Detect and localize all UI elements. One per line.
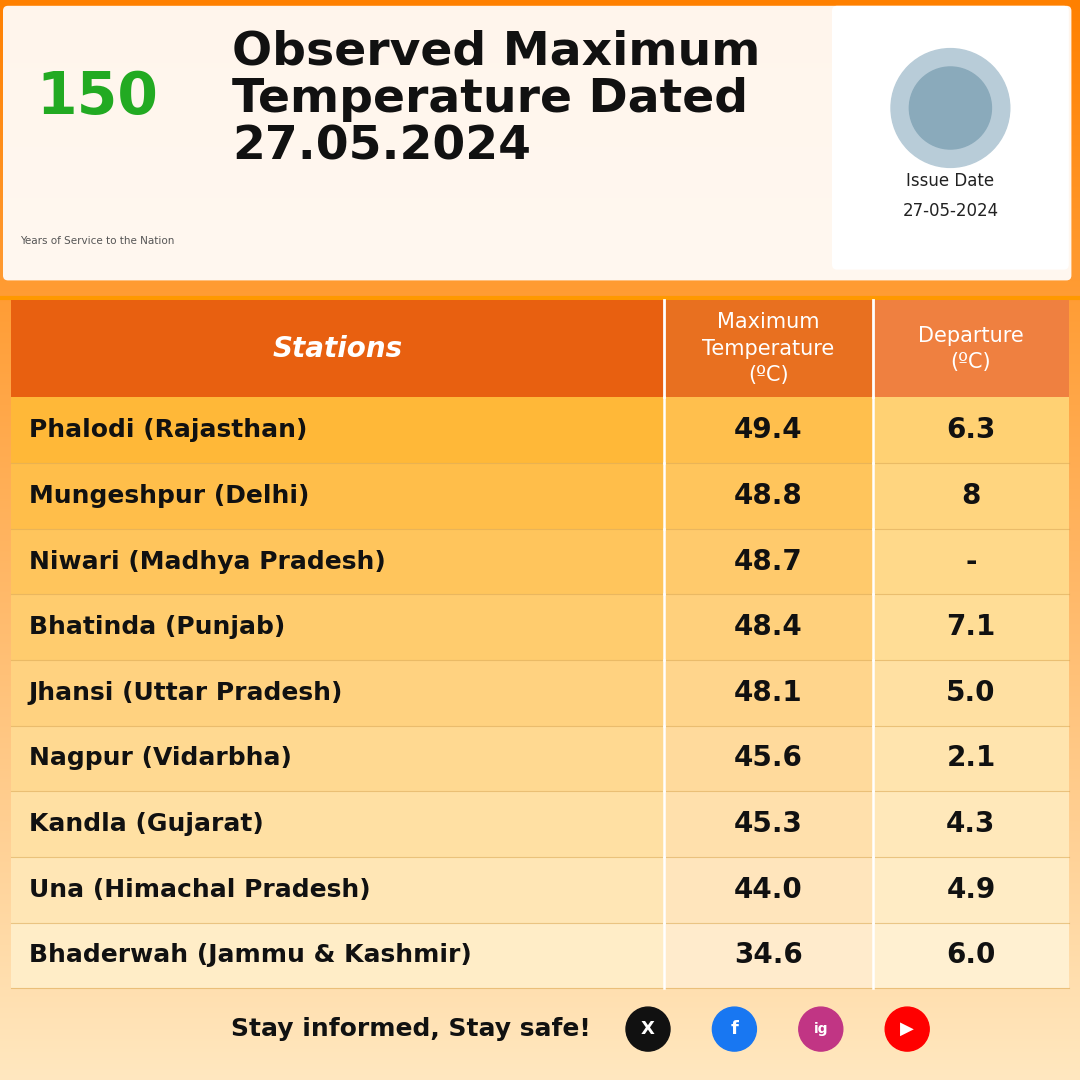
Text: 4.3: 4.3 bbox=[946, 810, 996, 838]
Bar bbox=[11, 726, 664, 792]
Text: 48.7: 48.7 bbox=[734, 548, 802, 576]
Bar bbox=[11, 660, 664, 726]
Bar bbox=[11, 397, 664, 463]
Text: 150: 150 bbox=[37, 69, 158, 125]
Bar bbox=[11, 300, 664, 397]
Bar bbox=[664, 660, 873, 726]
Bar bbox=[11, 856, 664, 922]
Bar bbox=[873, 726, 1069, 792]
Bar bbox=[873, 300, 1069, 397]
Text: 45.3: 45.3 bbox=[734, 810, 802, 838]
Text: Observed Maximum: Observed Maximum bbox=[232, 29, 760, 75]
Text: Bhaderwah (Jammu & Kashmir): Bhaderwah (Jammu & Kashmir) bbox=[29, 944, 472, 968]
Text: 48.4: 48.4 bbox=[734, 613, 802, 642]
Bar bbox=[664, 300, 873, 397]
Bar bbox=[873, 856, 1069, 922]
Bar bbox=[664, 856, 873, 922]
Bar bbox=[873, 660, 1069, 726]
Text: Kandla (Gujarat): Kandla (Gujarat) bbox=[29, 812, 264, 836]
Bar bbox=[664, 463, 873, 529]
Text: Maximum
Temperature
(ºC): Maximum Temperature (ºC) bbox=[702, 312, 835, 386]
Text: 49.4: 49.4 bbox=[734, 416, 802, 444]
Circle shape bbox=[909, 67, 991, 149]
Text: -: - bbox=[966, 548, 976, 576]
Bar bbox=[664, 726, 873, 792]
Bar bbox=[11, 529, 664, 594]
Text: ▶: ▶ bbox=[901, 1021, 914, 1038]
Text: Temperature Dated: Temperature Dated bbox=[232, 77, 748, 122]
Bar bbox=[873, 594, 1069, 660]
Bar bbox=[873, 922, 1069, 988]
Text: Stay informed, Stay safe!: Stay informed, Stay safe! bbox=[230, 1017, 591, 1041]
Bar bbox=[664, 792, 873, 856]
Text: ig: ig bbox=[813, 1022, 828, 1036]
Text: Issue Date: Issue Date bbox=[906, 173, 995, 190]
Text: Nagpur (Vidarbha): Nagpur (Vidarbha) bbox=[29, 746, 292, 770]
Bar bbox=[873, 397, 1069, 463]
Bar bbox=[11, 463, 664, 529]
Text: 6.3: 6.3 bbox=[946, 416, 996, 444]
Text: X: X bbox=[642, 1021, 654, 1038]
Bar bbox=[873, 463, 1069, 529]
Text: 8: 8 bbox=[961, 482, 981, 510]
Text: 5.0: 5.0 bbox=[946, 679, 996, 706]
Bar bbox=[873, 792, 1069, 856]
Text: Niwari (Madhya Pradesh): Niwari (Madhya Pradesh) bbox=[29, 550, 386, 573]
Bar bbox=[664, 397, 873, 463]
Text: f: f bbox=[730, 1021, 739, 1038]
Text: 2.1: 2.1 bbox=[946, 744, 996, 772]
FancyBboxPatch shape bbox=[832, 5, 1069, 270]
Text: Departure
(ºC): Departure (ºC) bbox=[918, 326, 1024, 372]
Text: Una (Himachal Pradesh): Una (Himachal Pradesh) bbox=[29, 878, 370, 902]
Bar bbox=[664, 594, 873, 660]
Text: 27-05-2024: 27-05-2024 bbox=[902, 202, 999, 219]
Text: 27.05.2024: 27.05.2024 bbox=[232, 124, 531, 170]
Text: 45.6: 45.6 bbox=[734, 744, 802, 772]
Text: Mungeshpur (Delhi): Mungeshpur (Delhi) bbox=[29, 484, 309, 508]
Text: Jhansi (Uttar Pradesh): Jhansi (Uttar Pradesh) bbox=[29, 680, 343, 705]
Bar bbox=[11, 922, 664, 988]
Text: Stations: Stations bbox=[272, 335, 403, 363]
Text: 34.6: 34.6 bbox=[734, 942, 802, 970]
Circle shape bbox=[886, 1007, 929, 1051]
Bar bbox=[11, 594, 664, 660]
FancyBboxPatch shape bbox=[3, 5, 1071, 281]
Bar bbox=[873, 529, 1069, 594]
Bar bbox=[11, 792, 664, 856]
Circle shape bbox=[713, 1007, 756, 1051]
Text: 6.0: 6.0 bbox=[946, 942, 996, 970]
Bar bbox=[664, 529, 873, 594]
Text: 48.1: 48.1 bbox=[734, 679, 802, 706]
Bar bbox=[664, 922, 873, 988]
Text: 4.9: 4.9 bbox=[946, 876, 996, 904]
Circle shape bbox=[626, 1007, 670, 1051]
Text: 44.0: 44.0 bbox=[734, 876, 802, 904]
Text: Bhatinda (Punjab): Bhatinda (Punjab) bbox=[29, 616, 285, 639]
Circle shape bbox=[799, 1007, 842, 1051]
Text: 7.1: 7.1 bbox=[946, 613, 996, 642]
Circle shape bbox=[891, 49, 1010, 167]
Text: Years of Service to the Nation: Years of Service to the Nation bbox=[21, 235, 174, 246]
Text: 48.8: 48.8 bbox=[734, 482, 802, 510]
Text: Phalodi (Rajasthan): Phalodi (Rajasthan) bbox=[29, 418, 307, 443]
